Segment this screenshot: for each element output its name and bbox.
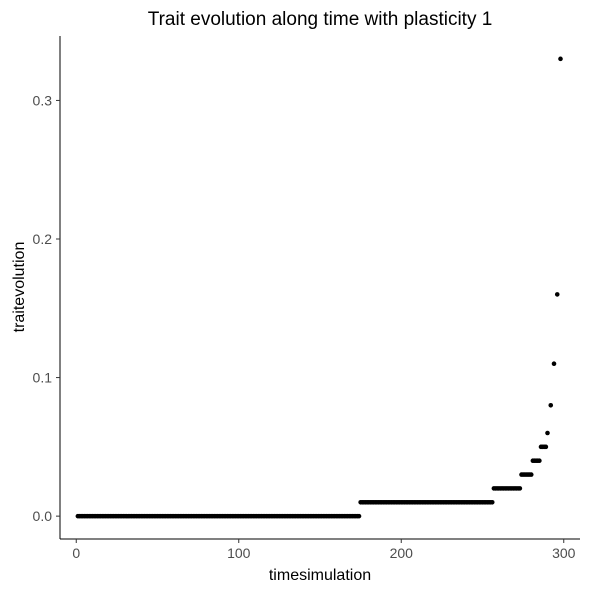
y-tick-label: 0.0 [33,508,53,524]
data-point [356,513,362,519]
x-axis-ticks: 0 100 200 300 [72,539,576,561]
data-point [537,458,542,464]
chart-title: Trait evolution along time with plastici… [148,9,493,30]
data-point [545,430,550,436]
data-point [543,444,549,450]
y-tick-label: 0.2 [33,231,53,247]
data-point [528,472,534,477]
y-tick-label: 0.1 [33,370,53,386]
y-axis-ticks: 0.0 0.1 0.2 0.3 [33,92,60,524]
data-point [554,292,560,297]
data-point [489,499,495,505]
x-tick-label: 300 [552,545,576,561]
data-point [517,486,523,491]
data-point [558,56,563,62]
x-axis-title: timesimulation [269,567,371,584]
data-point [548,402,554,408]
data-points [75,56,563,519]
x-tick-label: 100 [227,545,251,561]
y-tick-label: 0.3 [33,92,53,108]
data-point [551,361,557,367]
y-axis-title: traitevolution [11,242,28,333]
x-tick-label: 200 [390,545,414,561]
x-tick-label: 0 [72,545,80,561]
